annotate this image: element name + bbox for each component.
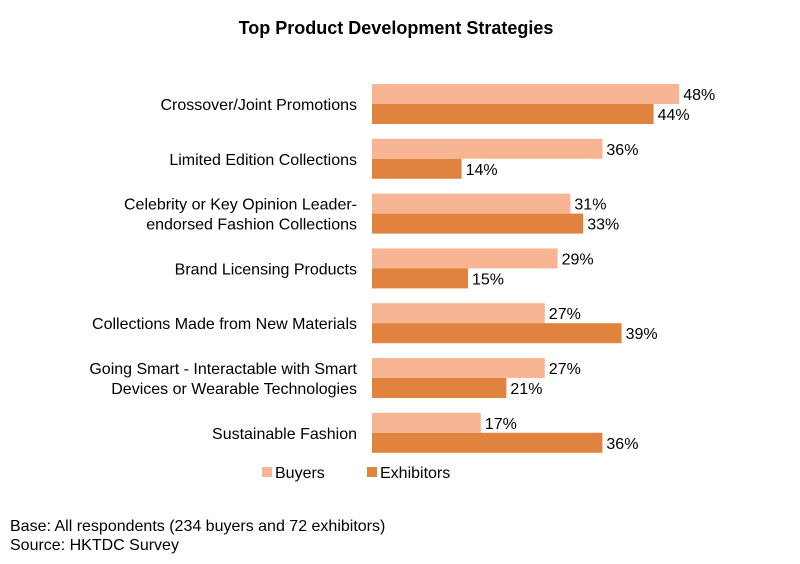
base-note: Base: All respondents (234 buyers and 72…	[10, 518, 386, 535]
category-label: Celebrity or Key Opinion Leader-	[124, 197, 357, 214]
bar-exhibitors-3	[372, 268, 468, 289]
category-label: Crossover/Joint Promotions	[160, 97, 357, 114]
source-note: Source: HKTDC Survey	[10, 537, 179, 554]
category-label: Limited Edition Collections	[169, 152, 357, 169]
data-label-buyers-1: 36%	[606, 142, 638, 159]
data-label-exhibitors-5: 21%	[510, 381, 542, 398]
category-label: Going Smart - Interactable with Smart	[89, 361, 357, 378]
data-label-buyers-4: 27%	[549, 306, 581, 323]
category-label: Brand Licensing Products	[175, 261, 357, 278]
legend-label-exhibitors: Exhibitors	[380, 465, 450, 482]
data-label-exhibitors-6: 36%	[606, 436, 638, 453]
bar-exhibitors-5	[372, 378, 507, 398]
category-label: Collections Made from New Materials	[92, 316, 357, 333]
category-label: Sustainable Fashion	[212, 426, 357, 443]
data-label-exhibitors-1: 14%	[466, 162, 498, 179]
data-label-buyers-2: 31%	[574, 197, 606, 214]
chart: Top Product Development Strategies Cross…	[89, 18, 716, 482]
bars	[372, 84, 680, 453]
bar-exhibitors-1	[372, 158, 462, 179]
category-label: Devices or Wearable Technologies	[111, 381, 357, 398]
legend-label-buyers: Buyers	[275, 465, 325, 482]
data-labels: 48% 44% 36% 14% 31% 33% 29% 15% 27% 39% 27% 21% 17% 3…	[466, 87, 716, 453]
chart-title: Top Product Development Strategies	[239, 18, 554, 38]
bar-buyers-6	[372, 412, 481, 433]
bar-buyers-3	[372, 248, 558, 269]
data-label-exhibitors-3: 15%	[472, 271, 504, 288]
bar-exhibitors-6	[372, 432, 603, 453]
data-label-buyers-5: 27%	[549, 361, 581, 378]
bar-buyers-4	[372, 303, 545, 324]
legend: Buyers Exhibitors	[262, 465, 450, 482]
data-label-exhibitors-0: 44%	[658, 107, 690, 124]
bar-buyers-2	[372, 193, 571, 214]
category-labels: Crossover/Joint Promotions Limited Editio…	[89, 97, 357, 443]
data-label-buyers-6: 17%	[485, 416, 517, 433]
data-label-buyers-3: 29%	[562, 251, 594, 268]
bar-exhibitors-0	[372, 104, 654, 124]
chart-notes: Base: All respondents (234 buyers and 72…	[10, 517, 385, 555]
data-label-exhibitors-4: 39%	[626, 326, 658, 343]
category-label: endorsed Fashion Collections	[146, 217, 357, 234]
data-label-buyers-0: 48%	[683, 87, 715, 104]
bar-buyers-0	[372, 84, 680, 104]
data-label-exhibitors-2: 33%	[587, 217, 619, 234]
bar-buyers-1	[372, 138, 603, 159]
legend-swatch-exhibitors	[367, 467, 377, 477]
bar-buyers-5	[372, 358, 545, 378]
bar-exhibitors-2	[372, 213, 584, 234]
legend-swatch-buyers	[262, 467, 272, 477]
bar-exhibitors-4	[372, 323, 622, 344]
